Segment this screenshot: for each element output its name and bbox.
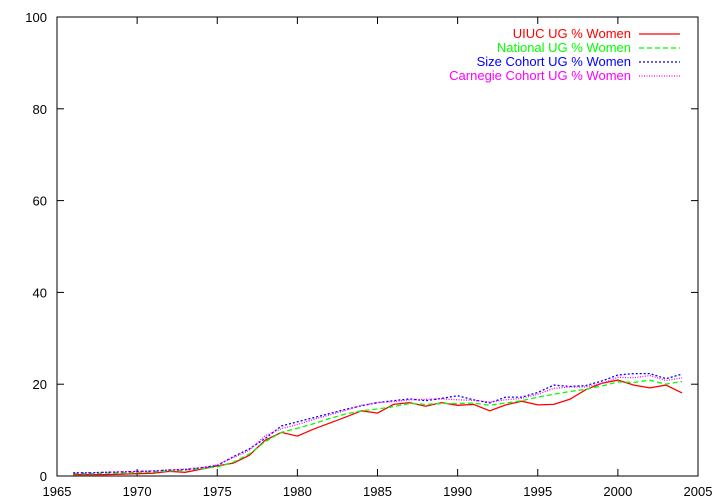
y-tick-label: 80 [33, 102, 47, 117]
legend-label-3: Size Cohort UG % Women [477, 54, 631, 69]
x-tick-label: 2005 [684, 484, 713, 499]
x-tick-label: 1970 [123, 484, 152, 499]
legend-label-1: UIUC UG % Women [513, 26, 631, 41]
series-line-2 [73, 379, 683, 475]
y-tick-label: 60 [33, 194, 47, 209]
x-tick-label: 1995 [523, 484, 552, 499]
y-tick-label: 100 [25, 10, 47, 25]
x-tick-label: 1965 [43, 484, 72, 499]
y-tick-label: 0 [40, 469, 47, 484]
axis-ticks: 1965 1970 1975 1980 1985 1990 1995 2000 2005 0 20 4… [25, 10, 712, 499]
x-tick-label: 1980 [283, 484, 312, 499]
series-line-1 [73, 379, 683, 476]
legend-label-4: Carnegie Cohort UG % Women [449, 68, 631, 83]
y-tick-label: 20 [33, 377, 47, 392]
series-line-4 [72, 374, 683, 474]
y-tick-label: 40 [33, 285, 47, 300]
x-tick-label: 1990 [443, 484, 472, 499]
plot-frame [56, 16, 699, 477]
x-tick-label: 2000 [603, 484, 632, 499]
legend-label-2: National UG % Women [497, 40, 631, 55]
x-tick-label: 1985 [363, 484, 392, 499]
x-tick-label: 1975 [203, 484, 232, 499]
series-group [72, 372, 683, 476]
series-line-3 [73, 372, 683, 474]
